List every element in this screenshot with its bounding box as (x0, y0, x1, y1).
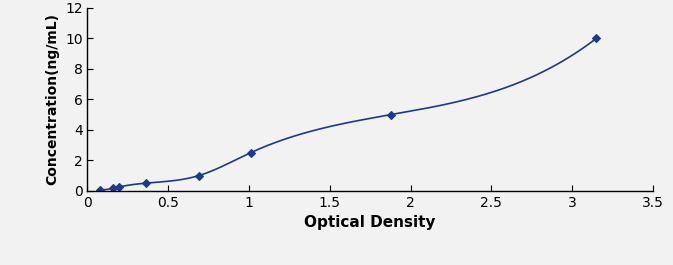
Y-axis label: Concentration(ng/mL): Concentration(ng/mL) (46, 13, 59, 185)
X-axis label: Optical Density: Optical Density (304, 215, 436, 230)
